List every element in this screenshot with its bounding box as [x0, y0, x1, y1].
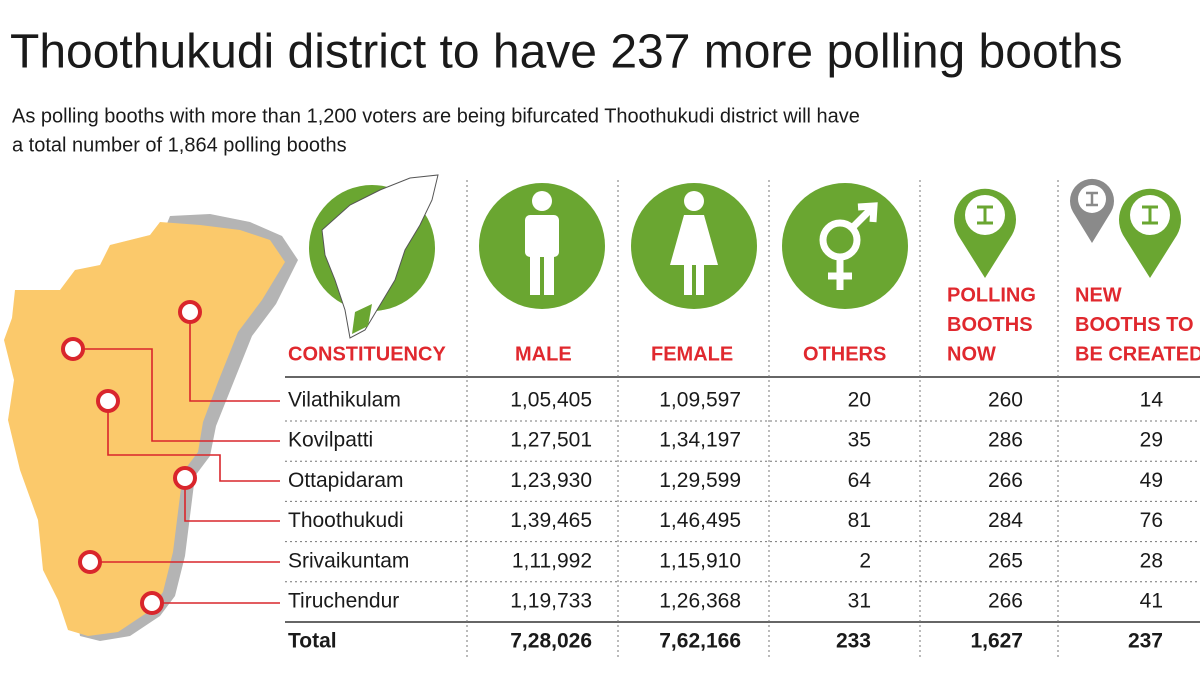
new-booth-pin-icon	[1070, 178, 1181, 278]
table-cell: 1,29,599	[659, 469, 741, 492]
row-label: Tiruchendur	[288, 590, 399, 613]
table-cell: 1,09,597	[659, 389, 741, 412]
table-cell: 81	[848, 509, 871, 532]
total-label: Total	[288, 630, 337, 653]
table-cell: 1,39,465	[510, 509, 592, 532]
table-cell: 2	[859, 549, 871, 572]
leader-lines	[73, 312, 280, 604]
location-markers	[61, 300, 202, 615]
subtitle: As polling booths with more than 1,200 v…	[12, 105, 860, 127]
column-header: BE CREATED	[1075, 343, 1200, 365]
table-cell: 1,27,501	[510, 429, 592, 452]
table-cell: 260	[988, 389, 1023, 412]
row-label: Thoothukudi	[288, 509, 404, 532]
table-cell: 266	[988, 590, 1023, 613]
table-cell: 35	[848, 429, 871, 452]
table-cell: 1,05,405	[510, 389, 592, 412]
row-label: Vilathikulam	[288, 389, 401, 412]
title: Thoothukudi district to have 237 more po…	[10, 26, 1123, 79]
total-cell: 233	[836, 630, 871, 653]
column-header: NEW	[1075, 284, 1122, 306]
table-cell: 265	[988, 549, 1023, 572]
column-header: MALE	[515, 343, 572, 365]
table-cell: 266	[988, 469, 1023, 492]
table-cell: 14	[1140, 389, 1164, 412]
column-header: NOW	[947, 343, 996, 365]
table-cell: 20	[848, 389, 871, 412]
table-cell: 1,19,733	[510, 590, 592, 613]
subtitle: a total number of 1,864 polling booths	[12, 134, 347, 156]
table-cell: 286	[988, 429, 1023, 452]
column-header: BOOTHS TO	[1075, 314, 1194, 336]
others-icon	[782, 183, 908, 309]
row-label: Ottapidaram	[288, 469, 404, 492]
table-cell: 1,15,910	[659, 549, 741, 572]
table-cell: 29	[1140, 429, 1163, 452]
table-cell: 1,34,197	[659, 429, 741, 452]
total-cell: 1,627	[970, 630, 1023, 653]
male-icon	[479, 183, 605, 309]
table-cell: 1,11,992	[512, 549, 592, 572]
table-cell: 1,46,495	[659, 509, 741, 532]
table-cell: 1,23,930	[510, 469, 592, 492]
total-cell: 7,62,166	[659, 630, 741, 653]
table-cell: 284	[988, 509, 1023, 532]
table-cell: 31	[848, 590, 871, 613]
table-cell: 76	[1140, 509, 1163, 532]
tn-map-icon	[309, 174, 439, 339]
table-cell: 64	[848, 469, 872, 492]
table-cell: 49	[1140, 469, 1163, 492]
row-label: Srivaikuntam	[288, 549, 409, 572]
column-header: OTHERS	[803, 343, 886, 365]
total-cell: 237	[1128, 630, 1163, 653]
table-cell: 28	[1140, 549, 1163, 572]
table-rules	[285, 376, 1200, 623]
table-cell: 1,26,368	[659, 590, 741, 613]
district-map	[4, 214, 298, 641]
column-header: BOOTHS	[947, 314, 1033, 336]
booth-pin-icon	[954, 188, 1017, 278]
column-header: CONSTITUENCY	[288, 343, 446, 365]
female-icon	[631, 183, 757, 309]
table-cell: 41	[1140, 590, 1163, 613]
row-label: Kovilpatti	[288, 429, 373, 452]
total-cell: 7,28,026	[510, 630, 592, 653]
column-header: FEMALE	[651, 343, 733, 365]
column-header: POLLING	[947, 284, 1036, 306]
